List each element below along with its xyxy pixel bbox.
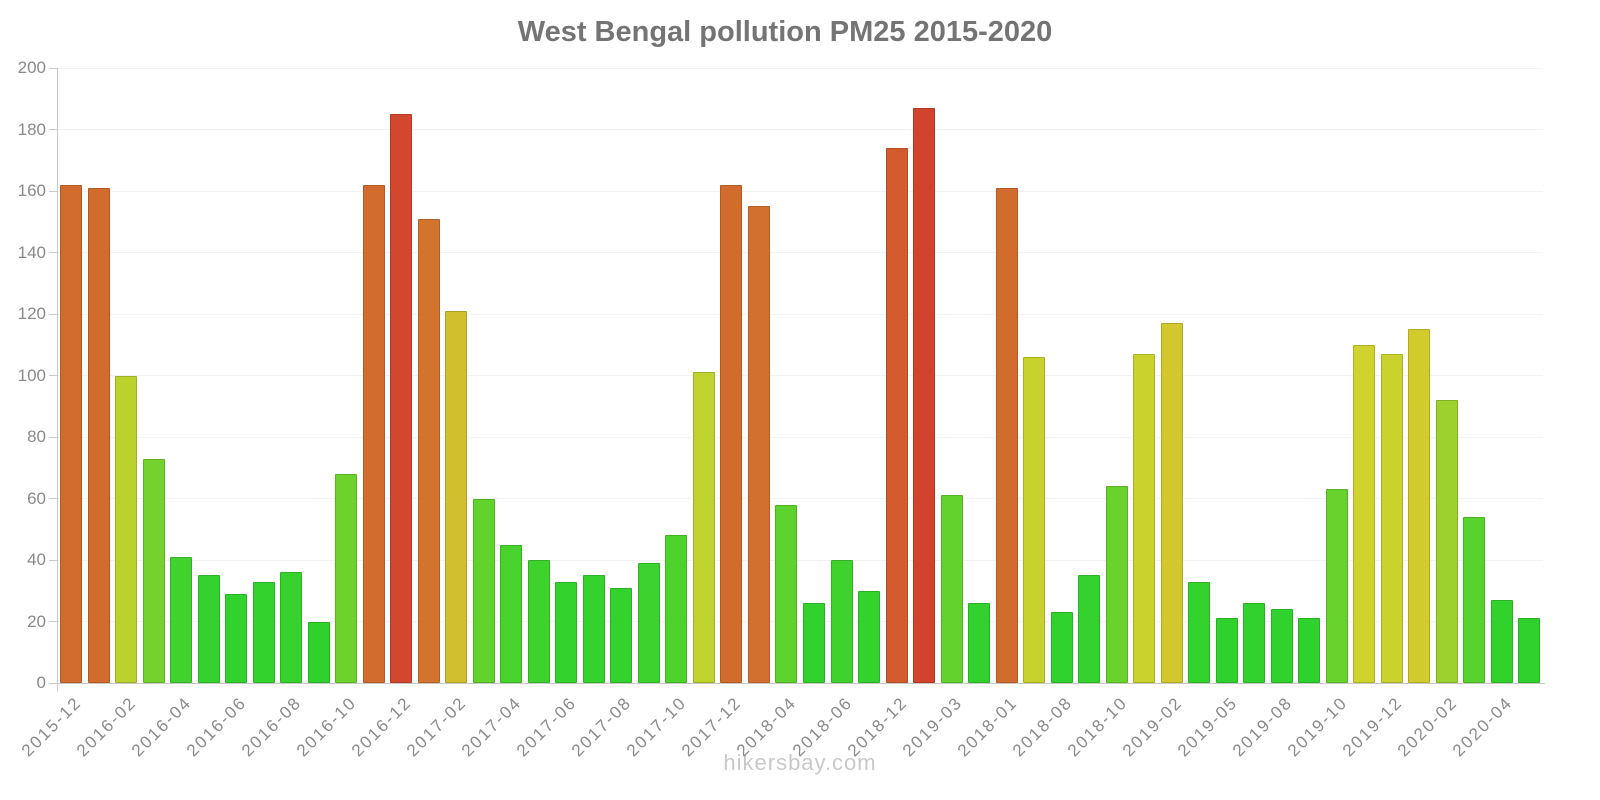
bar	[1243, 603, 1266, 683]
bar	[858, 590, 881, 683]
bar	[142, 458, 165, 683]
bar	[1188, 581, 1211, 683]
bar	[115, 375, 138, 683]
y-tick-mark	[49, 252, 57, 253]
gridline	[57, 498, 1543, 499]
bar	[803, 603, 825, 683]
bar	[885, 147, 908, 683]
bar	[720, 184, 743, 683]
bar	[940, 495, 963, 683]
bar	[1105, 486, 1128, 683]
bar	[610, 587, 633, 683]
bar	[1518, 618, 1541, 683]
y-tick-label: 200	[17, 58, 46, 77]
bar	[637, 563, 660, 683]
y-tick-mark	[49, 498, 57, 499]
gridline	[57, 436, 1543, 438]
y-axis-line	[57, 68, 58, 691]
y-tick-mark	[49, 129, 57, 130]
bar	[307, 621, 330, 683]
y-tick-mark	[49, 621, 57, 622]
bar	[197, 575, 220, 683]
bar	[1160, 323, 1183, 683]
bar	[252, 581, 275, 683]
bar	[1353, 344, 1376, 683]
gridline	[57, 375, 1543, 376]
y-tick-mark	[49, 190, 57, 192]
y-tick-label: 80	[27, 427, 46, 446]
gridline	[57, 129, 1543, 130]
y-tick-label: 0	[36, 673, 46, 692]
gridline	[57, 190, 1543, 192]
bar	[527, 560, 550, 683]
y-tick-label: 40	[27, 550, 46, 569]
bar	[995, 187, 1018, 683]
chart-title: West Bengal pollution PM25 2015-2020	[517, 16, 1053, 48]
bar	[500, 544, 523, 683]
bar	[1408, 329, 1431, 683]
bar	[335, 473, 358, 683]
bar	[747, 206, 770, 683]
bar	[225, 593, 248, 683]
bar	[665, 535, 688, 683]
bar	[445, 310, 468, 683]
bar	[1078, 575, 1101, 683]
bar	[417, 218, 440, 683]
bar	[1490, 599, 1513, 683]
bar	[87, 187, 110, 683]
bar	[968, 603, 991, 683]
gridline	[57, 252, 1543, 253]
gridline	[57, 559, 1543, 561]
y-tick-mark	[49, 436, 57, 438]
bar	[1270, 609, 1293, 683]
y-tick-label: 60	[27, 488, 46, 508]
bar	[1325, 489, 1348, 683]
y-tick-mark	[49, 375, 57, 376]
bar	[472, 498, 495, 683]
gridline	[57, 621, 1543, 622]
y-tick-mark	[49, 313, 57, 315]
bar	[1298, 618, 1321, 683]
bar	[60, 184, 82, 683]
x-axis-line	[49, 683, 1545, 684]
bar	[1215, 618, 1238, 683]
bar	[1380, 353, 1403, 683]
y-tick-label: 100	[17, 365, 46, 385]
bar	[913, 107, 936, 683]
bar	[1023, 357, 1046, 683]
y-tick-mark	[49, 559, 57, 561]
y-tick-label: 160	[17, 181, 46, 200]
gridline	[57, 313, 1543, 315]
watermark-text: hikersbay.com	[723, 750, 877, 775]
y-tick-label: 120	[17, 304, 46, 323]
bar	[1050, 612, 1073, 683]
y-tick-label: 180	[17, 119, 46, 139]
y-tick-label: 20	[27, 611, 46, 631]
bar	[775, 504, 798, 683]
bar	[170, 556, 193, 683]
y-tick-label: 140	[17, 242, 46, 262]
gridline	[57, 67, 1543, 69]
y-tick-mark	[49, 67, 57, 69]
bar	[1133, 353, 1156, 683]
bar	[362, 184, 385, 683]
bar	[692, 372, 715, 683]
bar	[280, 572, 303, 683]
bar	[1435, 400, 1458, 683]
bar	[1463, 516, 1486, 683]
bar	[555, 581, 578, 683]
bar	[582, 575, 605, 683]
bar	[830, 560, 853, 683]
bar	[390, 114, 413, 683]
